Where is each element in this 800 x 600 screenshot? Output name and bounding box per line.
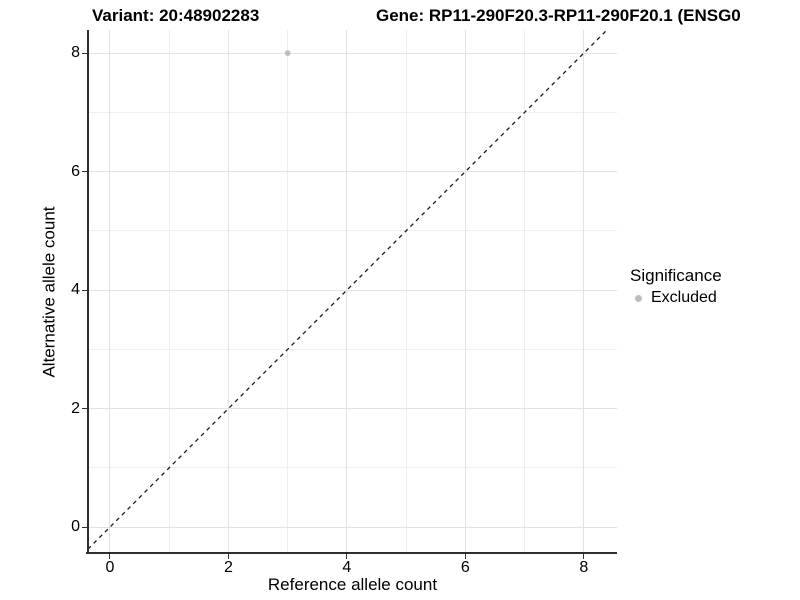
y-tick-label: 4 xyxy=(71,281,80,299)
gridline-major-v xyxy=(464,30,466,552)
gridline-minor-v xyxy=(524,30,526,552)
identity-dashed-line xyxy=(88,30,608,550)
y-tick-label: 2 xyxy=(71,399,80,417)
gridline-minor-v xyxy=(405,30,407,552)
x-tick-mark xyxy=(109,553,111,559)
plot-panel xyxy=(88,30,617,552)
gridline-major-h xyxy=(88,289,617,291)
gridline-major-v xyxy=(583,30,585,552)
x-tick-label: 4 xyxy=(342,559,352,576)
y-tick-mark xyxy=(82,171,87,173)
legend-item-label: Excluded xyxy=(651,289,717,306)
y-tick-label: 6 xyxy=(71,162,80,180)
gridline-minor-v xyxy=(168,30,170,552)
y-tick-mark xyxy=(82,289,87,291)
legend-excluded-dot-icon xyxy=(635,294,642,302)
gridline-minor-h xyxy=(88,348,617,350)
y-tick-label: 8 xyxy=(71,44,80,62)
y-tick-mark xyxy=(82,52,87,54)
gridline-major-h xyxy=(88,52,617,54)
plot-title-variant: Variant: 20:48902283 xyxy=(92,6,260,25)
gridline-minor-h xyxy=(88,230,617,232)
panel-svg xyxy=(88,30,608,550)
x-axis-title: Reference allele count xyxy=(267,575,438,594)
x-tick-mark xyxy=(227,553,229,559)
gridline-minor-h xyxy=(88,111,617,113)
gridline-major-h xyxy=(88,526,617,528)
gridline-major-v xyxy=(227,30,229,552)
x-tick-label: 8 xyxy=(579,559,589,576)
x-tick-label: 2 xyxy=(223,559,233,576)
y-tick-mark xyxy=(82,408,87,410)
legend-title: Significance xyxy=(630,266,722,285)
legend-item-excluded: Excluded xyxy=(628,289,722,307)
x-tick-mark xyxy=(464,553,466,559)
y-tick-mark xyxy=(82,526,87,528)
x-tick-label: 0 xyxy=(105,559,115,576)
gridline-minor-h xyxy=(88,467,617,469)
gridline-major-h xyxy=(88,408,617,410)
gridline-major-v xyxy=(346,30,348,552)
gridline-major-v xyxy=(109,30,111,552)
gridline-minor-v xyxy=(287,30,289,552)
gridline-major-h xyxy=(88,171,617,173)
x-tick-mark xyxy=(346,553,348,559)
data-point xyxy=(284,50,291,56)
x-tick-label: 6 xyxy=(460,559,470,576)
y-axis-title: Alternative allele count xyxy=(39,206,59,378)
legend: Significance Excluded xyxy=(628,266,722,307)
y-tick-label: 0 xyxy=(71,518,80,536)
plot-title-gene: Gene: RP11-290F20.3-RP11-290F20.1 (ENSG0 xyxy=(376,6,741,25)
y-axis-line xyxy=(87,30,89,553)
x-axis-line xyxy=(86,552,617,554)
x-tick-mark xyxy=(583,553,585,559)
